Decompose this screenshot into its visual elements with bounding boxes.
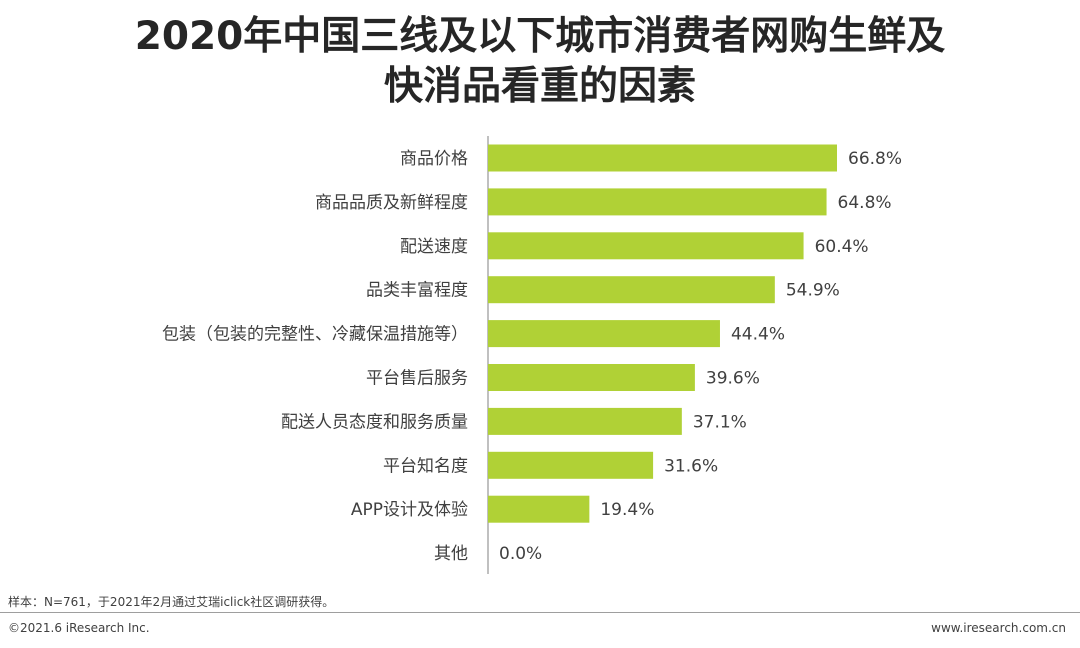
copyright-text: ©2021.6 iResearch Inc. [8, 621, 150, 635]
category-label: 配送速度 [400, 237, 468, 257]
category-label: 平台知名度 [383, 456, 468, 476]
category-label: 商品价格 [400, 149, 468, 169]
category-label: 其他 [434, 544, 468, 564]
value-label: 64.8% [838, 193, 892, 213]
value-label: 19.4% [600, 500, 654, 520]
category-label: 平台售后服务 [366, 369, 468, 389]
bar [488, 188, 827, 216]
value-label: 60.4% [815, 237, 869, 257]
chart-title: 2020年中国三线及以下城市消费者网购生鲜及 快消品看重的因素 [0, 12, 1080, 112]
chart-title-line-2: 快消品看重的因素 [383, 64, 696, 109]
category-label: 配送人员态度和服务质量 [281, 412, 468, 432]
website-link[interactable]: www.iresearch.com.cn [931, 621, 1066, 635]
value-label: 39.6% [706, 369, 760, 389]
bar [488, 364, 695, 391]
bar [488, 495, 590, 523]
value-label: 0.0% [499, 544, 542, 564]
bar [488, 451, 654, 479]
category-label: 品类丰富程度 [366, 281, 468, 301]
value-label: 66.8% [848, 149, 902, 169]
category-label: 商品品质及新鲜程度 [315, 193, 468, 213]
footer-divider [0, 612, 1080, 613]
bar-chart: 商品价格 66.8% 商品品质及新鲜程度 64.8% 配送速度 60.4% 品类丰富程度 54… [162, 136, 902, 574]
bar [488, 144, 837, 172]
bar [488, 276, 775, 304]
category-label: 包装（包装的完整性、冷藏保温措施等） [162, 325, 468, 345]
value-label: 44.4% [731, 325, 785, 345]
value-label: 31.6% [664, 456, 718, 476]
chart-title-line-1: 2020年中国三线及以下城市消费者网购生鲜及 [134, 14, 946, 59]
bar [488, 407, 682, 435]
value-label: 37.1% [693, 412, 747, 432]
value-label: 54.9% [786, 281, 840, 301]
bar [488, 232, 804, 260]
sample-note: 样本：N=761，于2021年2月通过艾瑞iclick社区调研获得。 [8, 595, 335, 609]
category-label: APP设计及体验 [351, 500, 468, 520]
bar [488, 320, 720, 348]
